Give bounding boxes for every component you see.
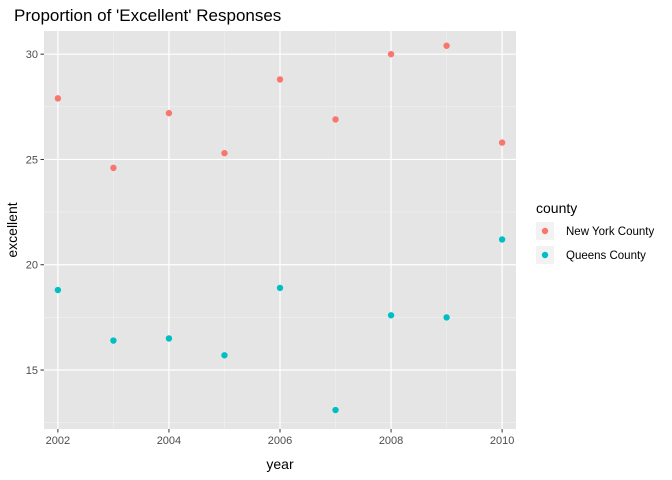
new-york-county-point (443, 42, 450, 49)
x-tick-label: 2008 (379, 435, 403, 447)
x-axis-ticks: 2002 2004 2006 2008 2010 (46, 429, 514, 447)
new-york-county-point (221, 149, 228, 157)
x-tick-label: 2004 (157, 435, 181, 447)
queens-county-point (54, 286, 62, 294)
legend: county New York County Queens County (536, 200, 654, 264)
y-tick-label: 30 (26, 49, 38, 61)
new-york-county-point (498, 139, 506, 146)
x-tick-label: 2006 (268, 435, 292, 447)
legend-label-new-york-county: New York County (566, 226, 654, 238)
queens-county-point (276, 284, 284, 292)
legend-title: county (536, 200, 577, 216)
chart-title: Proportion of 'Excellent' Responses (14, 6, 281, 25)
queens-county-point (110, 337, 117, 344)
legend-swatch-new-york-county (541, 227, 549, 235)
new-york-county-point (110, 164, 117, 172)
legend-swatch-queens-county (541, 251, 549, 259)
legend-label-queens-county: Queens County (566, 250, 646, 262)
y-tick-label: 15 (26, 365, 38, 377)
x-tick-label: 2002 (46, 435, 70, 447)
queens-county-point (443, 314, 450, 321)
x-tick-label: 2010 (490, 435, 514, 447)
queens-county-point (332, 406, 339, 414)
new-york-county-point (387, 50, 395, 58)
new-york-county-point (54, 95, 62, 102)
x-axis-title: year (266, 456, 294, 472)
legend-items: New York County Queens County (536, 222, 654, 264)
y-axis-title: excellent (4, 202, 20, 257)
queens-county-point (165, 335, 173, 342)
data-points (54, 42, 506, 414)
queens-county-point (498, 236, 506, 243)
new-york-county-point (165, 109, 173, 117)
y-tick-label: 25 (26, 154, 38, 166)
queens-county-point (387, 312, 395, 319)
queens-county-point (221, 352, 228, 359)
y-axis-ticks: 15 20 25 30 (26, 49, 44, 377)
new-york-county-point (276, 76, 284, 83)
y-tick-label: 20 (26, 260, 38, 272)
new-york-county-point (332, 116, 339, 123)
